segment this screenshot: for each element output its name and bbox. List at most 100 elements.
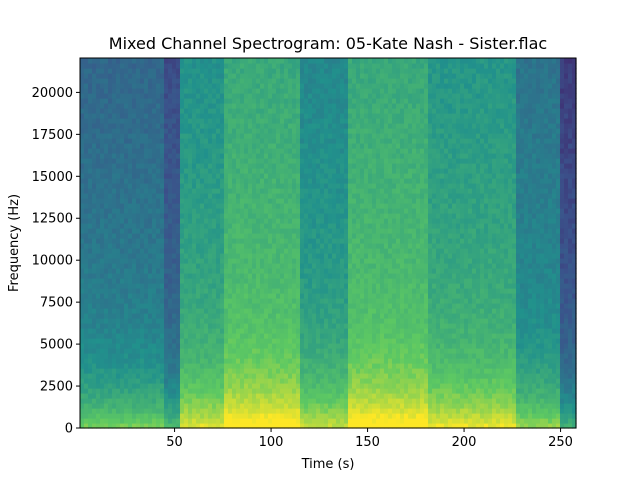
spectrogram-cell (188, 268, 193, 274)
spectrogram-cell (156, 248, 161, 254)
spectrogram-cell (212, 193, 217, 199)
spectrogram-cell (328, 148, 333, 154)
spectrogram-cell (268, 363, 273, 369)
spectrogram-cell (304, 198, 309, 204)
spectrogram-cell (112, 258, 117, 264)
spectrogram-cell (292, 263, 297, 269)
spectrogram-cell (296, 193, 301, 199)
spectrogram-cell (164, 213, 169, 219)
spectrogram-cell (172, 423, 177, 429)
spectrogram-cell (304, 338, 309, 344)
spectrogram-cell (284, 423, 289, 429)
spectrogram-cell (96, 353, 101, 359)
spectrogram-cell (304, 373, 309, 379)
spectrogram-cell (100, 323, 105, 329)
spectrogram-cell (232, 263, 237, 269)
spectrogram-cell (164, 288, 169, 294)
spectrogram-cell (128, 253, 133, 259)
spectrogram-cell (172, 268, 177, 274)
spectrogram-cell (336, 148, 341, 154)
spectrogram-cell (268, 323, 273, 329)
spectrogram-cell (148, 398, 153, 404)
spectrogram-cell (300, 103, 305, 109)
spectrogram-cell (224, 193, 229, 199)
spectrogram-cell (212, 413, 217, 419)
spectrogram-cell (216, 278, 221, 284)
spectrogram-cell (164, 383, 169, 389)
spectrogram-cell (84, 358, 89, 364)
spectrogram-cell (344, 408, 349, 414)
spectrogram-cell (292, 103, 297, 109)
spectrogram-cell (196, 168, 201, 174)
spectrogram-cell (120, 98, 125, 104)
spectrogram-cell (256, 293, 261, 299)
spectrogram-cell (116, 348, 121, 354)
spectrogram-cell (200, 318, 205, 324)
spectrogram-cell (124, 123, 129, 129)
spectrogram-cell (260, 173, 265, 179)
spectrogram-cell (112, 238, 117, 244)
spectrogram-cell (260, 238, 265, 244)
spectrogram-cell (112, 218, 117, 224)
spectrogram-cell (196, 248, 201, 254)
spectrogram-cell (204, 338, 209, 344)
spectrogram-cell (308, 63, 313, 69)
spectrogram-cell (252, 103, 257, 109)
spectrogram-cell (204, 253, 209, 259)
spectrogram-cell (196, 338, 201, 344)
spectrogram-cell (172, 258, 177, 264)
spectrogram-cell (208, 113, 213, 119)
spectrogram-cell (208, 413, 213, 419)
spectrogram-cell (332, 118, 337, 124)
spectrogram-cell (232, 208, 237, 214)
spectrogram-cell (264, 393, 269, 399)
spectrogram-cell (348, 283, 353, 289)
spectrogram-cell (232, 303, 237, 309)
spectrogram-cell (104, 83, 109, 89)
spectrogram-cell (260, 133, 265, 139)
spectrogram-cell (136, 408, 141, 414)
spectrogram-cell (256, 303, 261, 309)
spectrogram-cell (104, 383, 109, 389)
spectrogram-cell (220, 213, 225, 219)
spectrogram-cell (176, 293, 181, 299)
spectrogram-cell (264, 328, 269, 334)
spectrogram-cell (152, 163, 157, 169)
spectrogram-cell (144, 263, 149, 269)
spectrogram-cell (88, 173, 93, 179)
spectrogram-cell (248, 103, 253, 109)
spectrogram-cell (120, 238, 125, 244)
spectrogram-cell (140, 218, 145, 224)
spectrogram-cell (152, 228, 157, 234)
spectrogram-cell (112, 378, 117, 384)
spectrogram-cell (252, 283, 257, 289)
spectrogram-cell (300, 138, 305, 144)
spectrogram-cell (120, 163, 125, 169)
spectrogram-cell (244, 253, 249, 259)
spectrogram-cell (204, 173, 209, 179)
spectrogram-cell (288, 283, 293, 289)
spectrogram-cell (220, 123, 225, 129)
spectrogram-cell (96, 308, 101, 314)
spectrogram-cell (236, 153, 241, 159)
spectrogram-cell (216, 258, 221, 264)
spectrogram-cell (200, 388, 205, 394)
spectrogram-cell (132, 328, 137, 334)
spectrogram-cell (252, 68, 257, 74)
spectrogram-cell (100, 163, 105, 169)
spectrogram-cell (292, 323, 297, 329)
spectrogram-cell (196, 323, 201, 329)
spectrogram-cell (92, 388, 97, 394)
spectrogram-cell (284, 378, 289, 384)
spectrogram-cell (228, 333, 233, 339)
spectrogram-cell (104, 373, 109, 379)
spectrogram-cell (88, 223, 93, 229)
spectrogram-cell (140, 138, 145, 144)
spectrogram-cell (252, 183, 257, 189)
spectrogram-cell (180, 168, 185, 174)
spectrogram-cell (316, 243, 321, 249)
spectrogram-cell (240, 198, 245, 204)
spectrogram-cell (268, 418, 273, 424)
spectrogram-cell (188, 228, 193, 234)
spectrogram-cell (300, 223, 305, 229)
